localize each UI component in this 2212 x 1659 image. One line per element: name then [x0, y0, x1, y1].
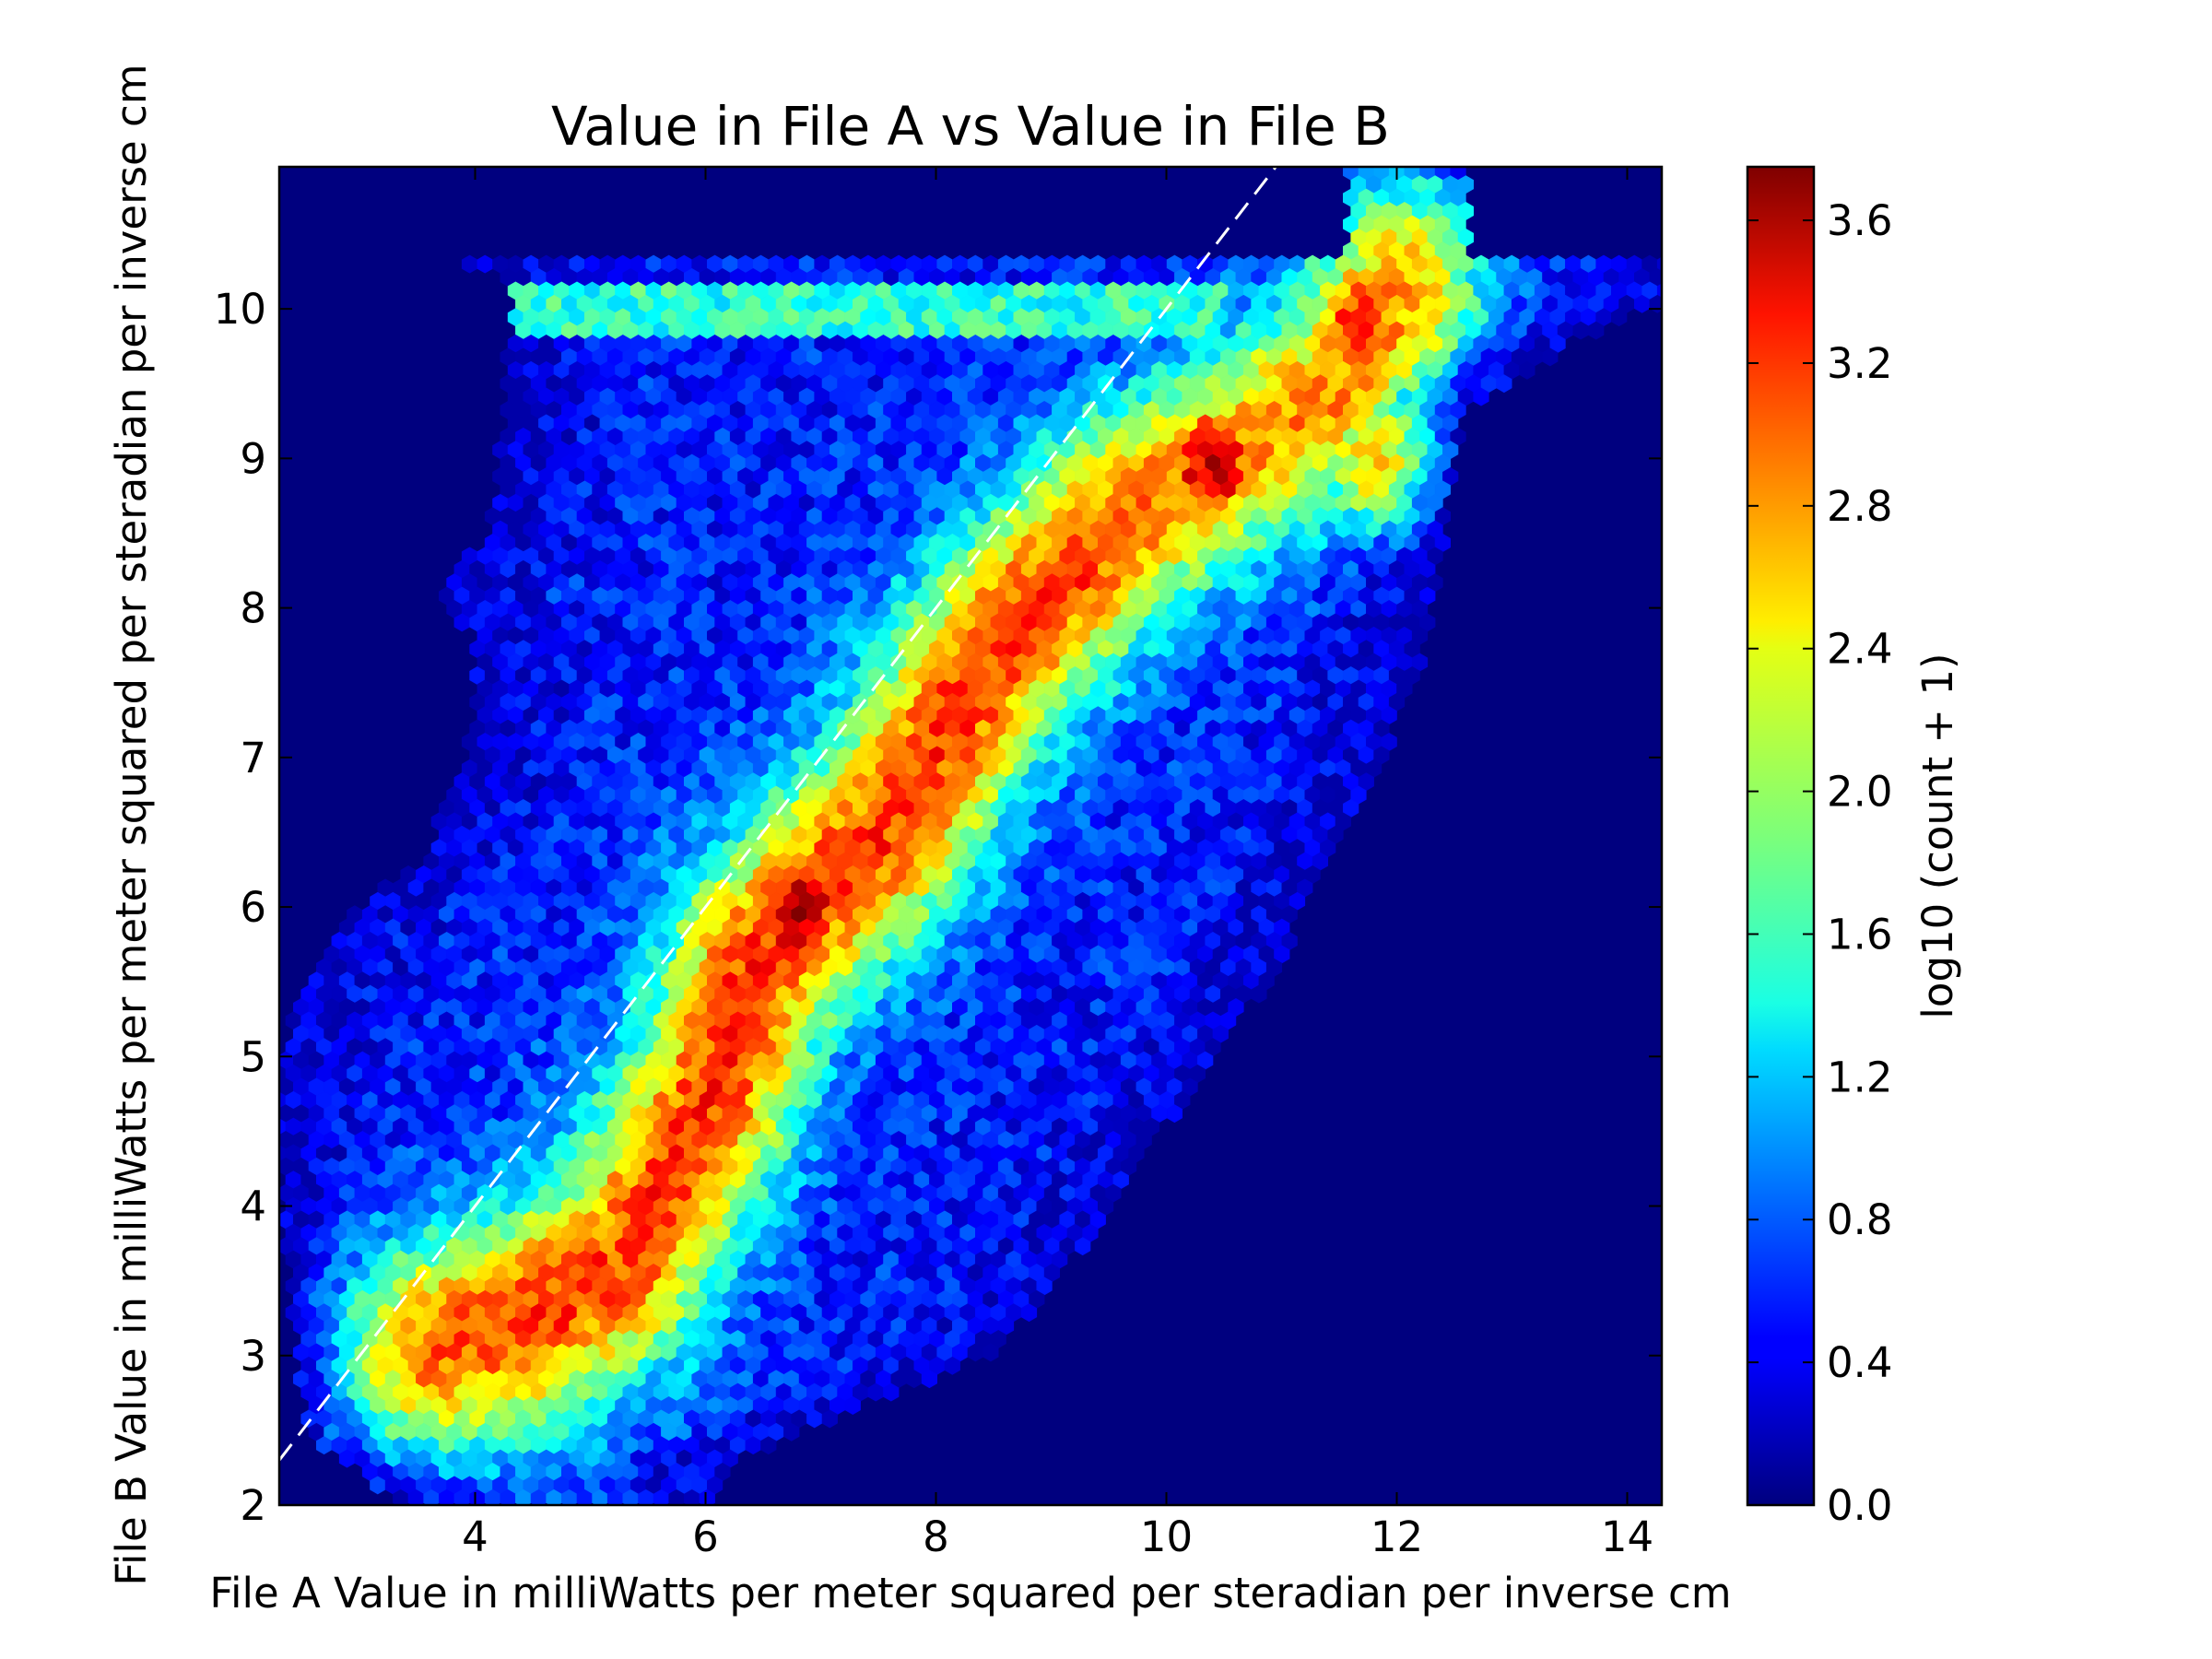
hexbin-layer [279, 167, 1662, 1505]
hexbin-cell [1542, 347, 1559, 367]
hexbin-cell [1519, 360, 1535, 380]
chart-title: Value in File A vs Value in File B [551, 95, 1390, 158]
hexbin-cell [1473, 387, 1489, 406]
hexbin-cell [1496, 374, 1512, 394]
hexbin-cell [1588, 321, 1605, 340]
hexbin-cell [1611, 308, 1628, 327]
